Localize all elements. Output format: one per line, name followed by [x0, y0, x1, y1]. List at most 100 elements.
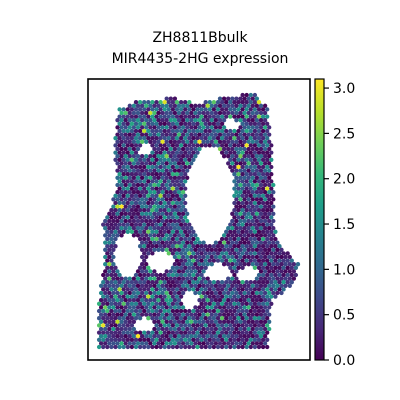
- expression-spot: [160, 104, 164, 108]
- expression-spot: [175, 129, 179, 133]
- expression-spot: [214, 320, 218, 324]
- expression-spot: [158, 222, 162, 226]
- expression-spot: [253, 158, 257, 162]
- expression-spot: [199, 309, 203, 313]
- expression-spot: [160, 248, 164, 252]
- expression-spot: [181, 147, 185, 151]
- expression-spot: [199, 136, 203, 140]
- expression-spot: [255, 132, 259, 136]
- expression-spot: [156, 197, 160, 201]
- expression-spot: [136, 140, 140, 144]
- expression-spot: [152, 118, 156, 122]
- expression-spot: [146, 100, 150, 104]
- expression-spot: [232, 302, 236, 306]
- expression-spot: [226, 104, 230, 108]
- expression-spot: [154, 158, 158, 162]
- expression-spot: [117, 194, 121, 198]
- expression-spot: [169, 147, 173, 151]
- expression-spot: [240, 280, 244, 284]
- expression-spot: [140, 312, 144, 316]
- expression-spot: [132, 320, 136, 324]
- colorbar-tick-label: 3.0: [333, 81, 355, 97]
- expression-spot: [249, 345, 253, 349]
- expression-spot: [269, 302, 273, 306]
- expression-spot: [175, 266, 179, 270]
- expression-spot: [126, 316, 130, 320]
- expression-spot: [214, 118, 218, 122]
- expression-spot: [150, 222, 154, 226]
- expression-spot: [144, 204, 148, 208]
- expression-spot: [171, 208, 175, 212]
- expression-spot: [275, 284, 279, 288]
- expression-spot: [238, 183, 242, 187]
- expression-spot: [138, 237, 142, 241]
- expression-spot: [154, 150, 158, 154]
- expression-spot: [99, 298, 103, 302]
- expression-spot: [234, 298, 238, 302]
- expression-spot: [224, 294, 228, 298]
- expression-spot: [150, 230, 154, 234]
- expression-spot: [132, 154, 136, 158]
- expression-spot: [134, 309, 138, 313]
- expression-spot: [179, 150, 183, 154]
- expression-spot: [126, 143, 130, 147]
- expression-spot: [181, 161, 185, 165]
- expression-spot: [247, 341, 251, 345]
- expression-spot: [171, 294, 175, 298]
- expression-spot: [134, 122, 138, 126]
- expression-spot: [242, 255, 246, 259]
- expression-spot: [218, 104, 222, 108]
- expression-spot: [179, 179, 183, 183]
- expression-spot: [134, 194, 138, 198]
- expression-spot: [138, 194, 142, 198]
- expression-spot: [160, 176, 164, 180]
- expression-spot: [245, 222, 249, 226]
- expression-spot: [163, 323, 167, 327]
- expression-spot: [255, 183, 259, 187]
- expression-spot: [201, 276, 205, 280]
- expression-spot: [187, 100, 191, 104]
- expression-spot: [222, 312, 226, 316]
- expression-spot: [240, 194, 244, 198]
- expression-spot: [177, 298, 181, 302]
- expression-spot: [189, 154, 193, 158]
- expression-spot: [148, 161, 152, 165]
- expression-spot: [107, 327, 111, 331]
- expression-spot: [132, 212, 136, 216]
- expression-spot: [245, 237, 249, 241]
- expression-spot: [238, 334, 242, 338]
- expression-spot: [130, 345, 134, 349]
- expression-spot: [136, 168, 140, 172]
- expression-spot: [146, 136, 150, 140]
- expression-spot: [163, 338, 167, 342]
- expression-spot: [173, 262, 177, 266]
- expression-spot: [195, 280, 199, 284]
- expression-spot: [109, 294, 113, 298]
- expression-spot: [251, 240, 255, 244]
- expression-spot: [119, 284, 123, 288]
- expression-spot: [154, 143, 158, 147]
- expression-spot: [242, 118, 246, 122]
- expression-spot: [226, 132, 230, 136]
- expression-spot: [275, 269, 279, 273]
- expression-spot: [247, 161, 251, 165]
- expression-spot: [99, 320, 103, 324]
- expression-spot: [165, 132, 169, 136]
- expression-spot: [208, 323, 212, 327]
- expression-spot: [218, 312, 222, 316]
- expression-spot: [169, 312, 173, 316]
- expression-spot: [240, 222, 244, 226]
- expression-spot: [97, 302, 101, 306]
- expression-spot: [146, 172, 150, 176]
- expression-spot: [255, 341, 259, 345]
- expression-spot: [163, 222, 167, 226]
- expression-spot: [257, 194, 261, 198]
- expression-spot: [222, 154, 226, 158]
- expression-spot: [136, 212, 140, 216]
- expression-spot: [165, 197, 169, 201]
- expression-spot: [197, 255, 201, 259]
- expression-spot: [228, 107, 232, 111]
- expression-spot: [158, 280, 162, 284]
- expression-spot: [261, 323, 265, 327]
- expression-spot: [119, 190, 123, 194]
